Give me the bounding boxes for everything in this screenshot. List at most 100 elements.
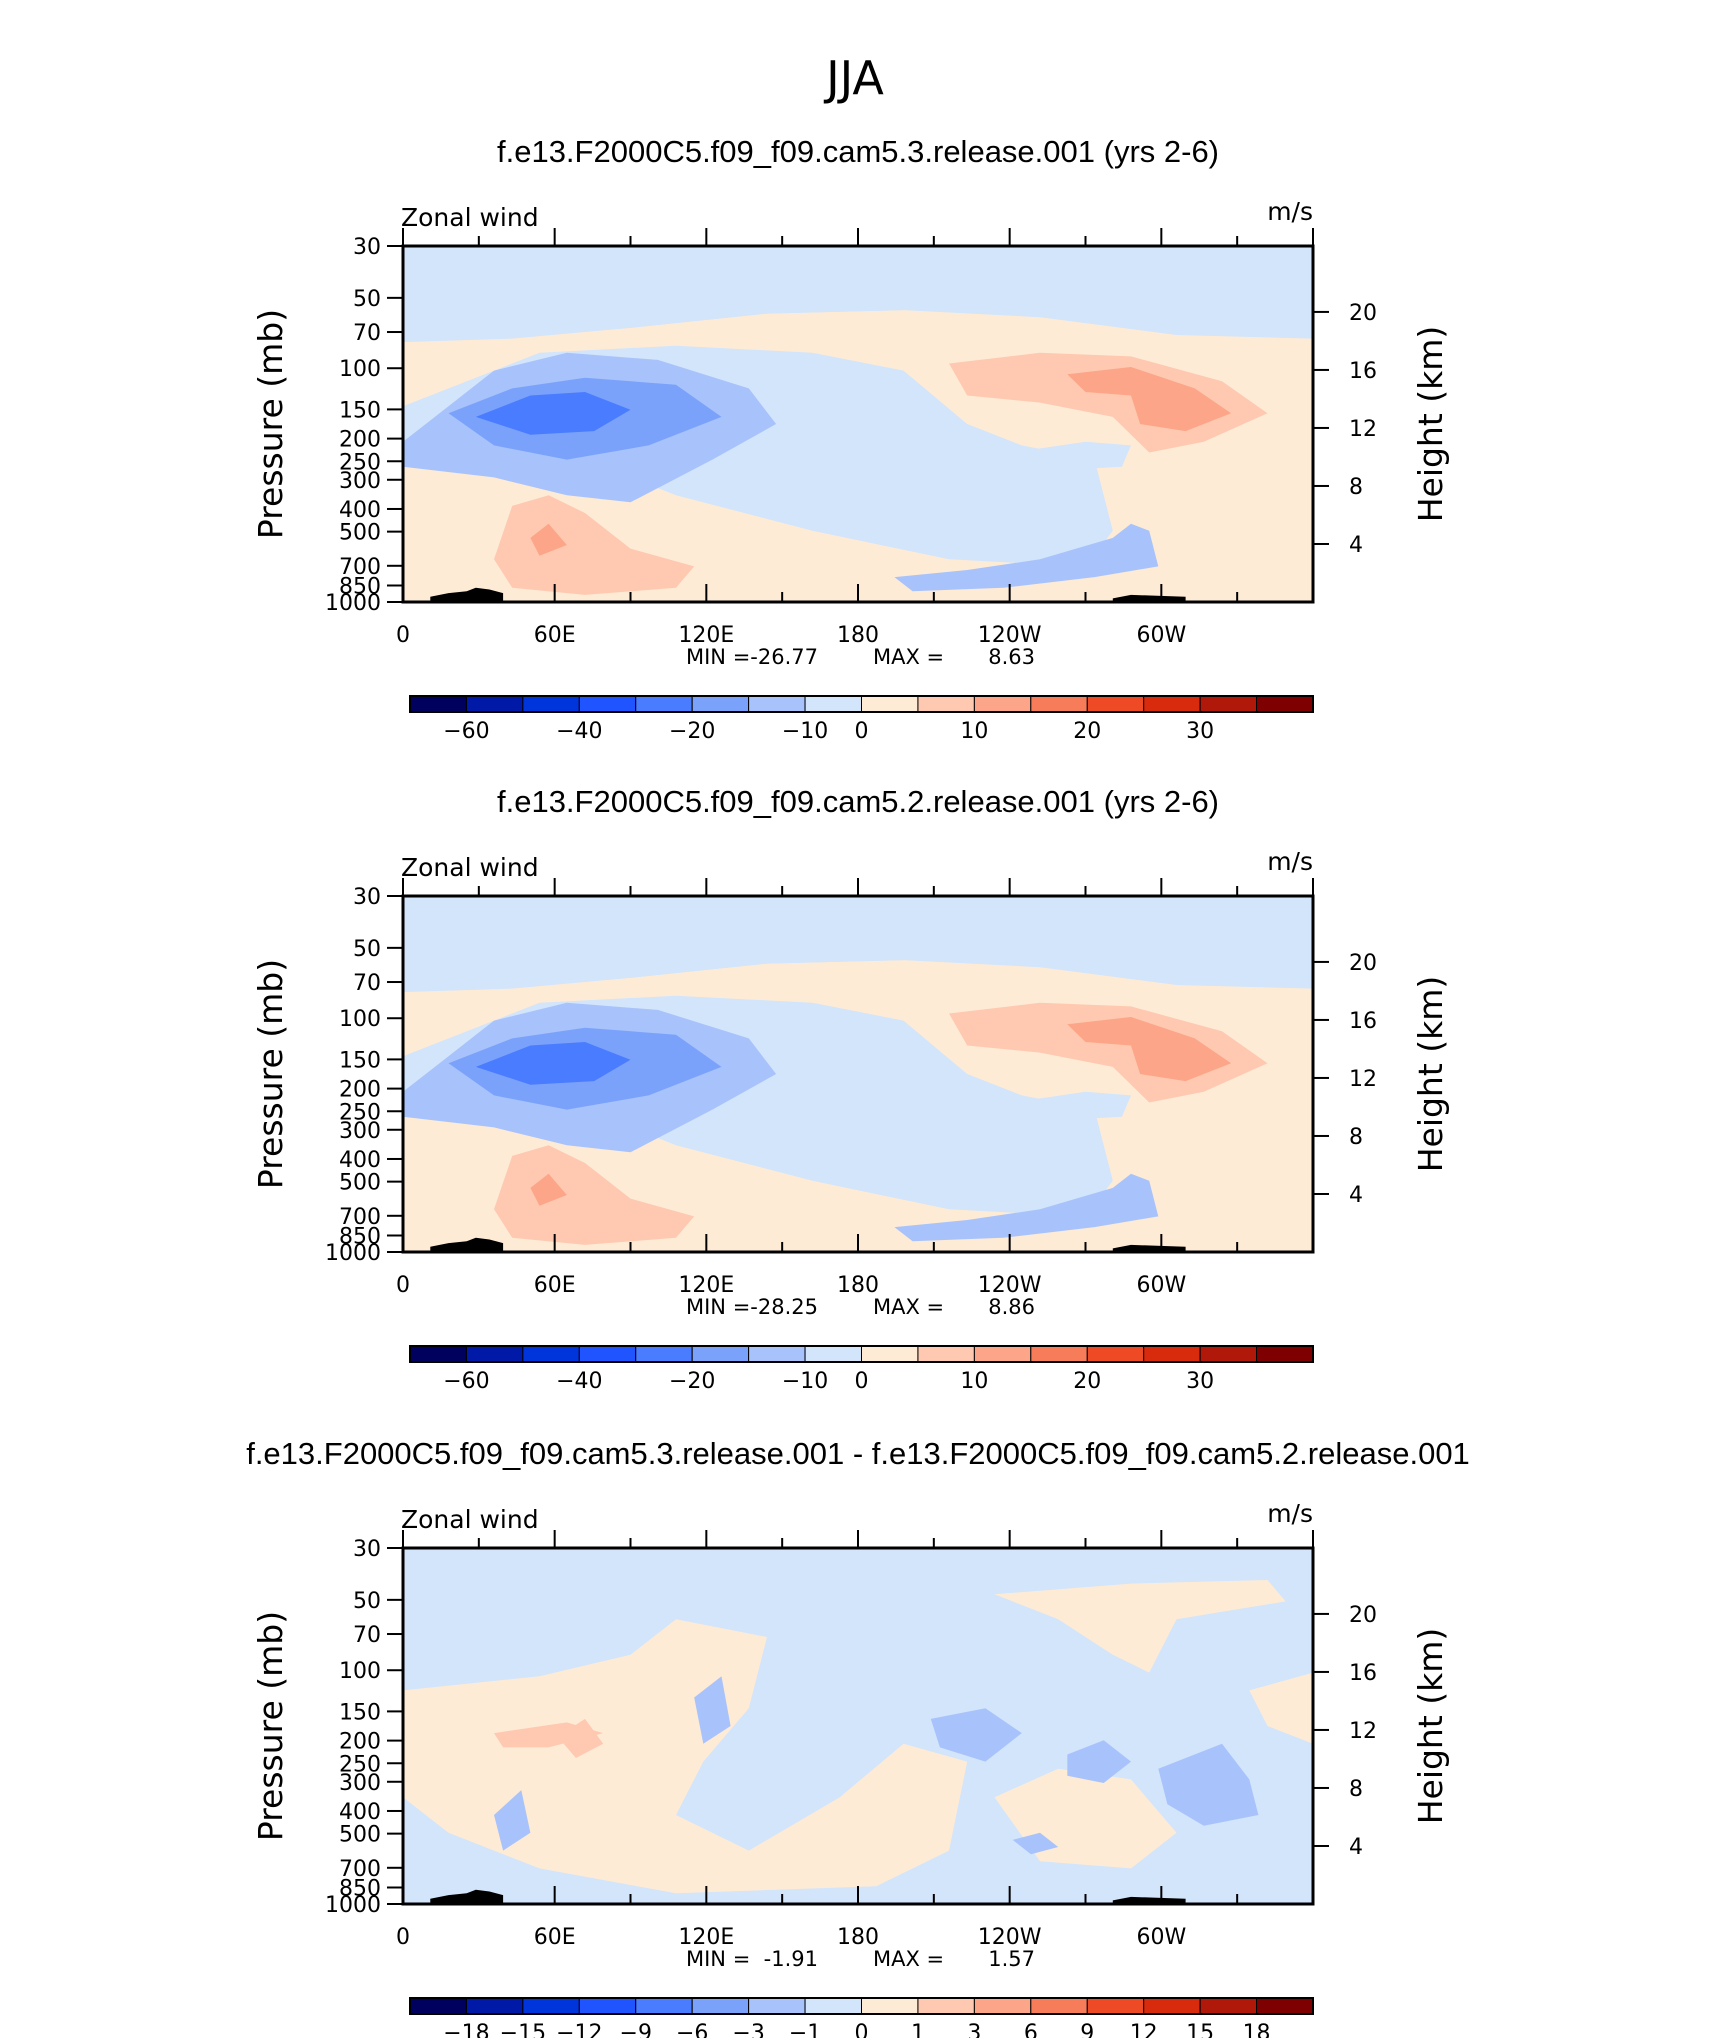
colorbar-swatch: [635, 1345, 693, 1363]
colorbar-swatch: [1030, 695, 1088, 713]
colorbar-swatch: [748, 1345, 806, 1363]
contour-region: [530, 1173, 567, 1206]
height-tick-label: 20: [1349, 951, 1377, 976]
lon-tick-label: 120E: [678, 623, 734, 648]
contour-region: [1067, 1740, 1131, 1783]
colorbar-label: −6: [676, 2021, 708, 2038]
colorbar-label: −18: [443, 2021, 489, 2038]
units-label: m/s: [1267, 1499, 1313, 1528]
colorbar-swatch: [465, 1997, 524, 2015]
colorbar-label: 30: [1186, 719, 1214, 744]
contour-region: [557, 1718, 604, 1758]
contour-region: [494, 1790, 531, 1851]
pressure-tick-label: 850: [339, 1877, 381, 1902]
colorbar-swatch: [973, 1345, 1032, 1363]
panel-1: f.e13.F2000C5.f09_f09.cam5.3.release.001…: [251, 134, 1450, 744]
colorbar-label: −12: [556, 2021, 602, 2038]
panels: f.e13.F2000C5.f09_f09.cam5.3.release.001…: [246, 134, 1470, 2038]
height-axis-title: Height (km): [1411, 1628, 1450, 1825]
colorbar-swatch: [1256, 1345, 1314, 1363]
colorbar-swatch: [409, 1345, 467, 1363]
pressure-tick-label: 200: [339, 428, 381, 453]
contour-region: [403, 246, 1313, 339]
lon-tick-label: 60E: [534, 1925, 576, 1950]
stat-max-label: MAX =: [873, 645, 944, 669]
colorbar-label: 10: [960, 719, 988, 744]
colorbar-label: 20: [1073, 1369, 1101, 1394]
stat-max-label: MAX =: [873, 1947, 944, 1971]
stat-min-label: MIN =: [686, 645, 750, 669]
contour-field: [403, 896, 1313, 1252]
variable-label: Zonal wind: [401, 853, 539, 882]
stat-max-value: 8.86: [988, 1295, 1035, 1319]
pressure-tick-label: 50: [353, 937, 381, 962]
lon-tick-label: 0: [396, 1925, 410, 1950]
pressure-tick-label: 150: [339, 1700, 381, 1725]
contour-region: [694, 1676, 731, 1744]
pressure-axis-title: Pressure (mb): [251, 309, 290, 539]
height-tick-label: 20: [1349, 301, 1377, 326]
colorbar-swatch: [973, 1997, 1032, 2015]
colorbar-swatch: [1256, 695, 1314, 713]
colorbar-swatch: [1086, 695, 1145, 713]
colorbar-swatch: [691, 1345, 750, 1363]
pressure-tick-label: 100: [339, 357, 381, 382]
pressure-tick-label: 500: [339, 1171, 381, 1196]
lon-tick-label: 120W: [978, 1925, 1042, 1950]
height-axis-title: Height (km): [1411, 976, 1450, 1173]
contour-region: [930, 1708, 1022, 1762]
colorbar-swatch: [804, 1345, 862, 1363]
colorbar-swatch: [1143, 695, 1201, 713]
panel-title: f.e13.F2000C5.f09_f09.cam5.2.release.001…: [497, 784, 1219, 819]
terrain: [430, 1237, 504, 1252]
height-tick-label: 8: [1349, 1125, 1363, 1150]
pressure-tick-label: 300: [339, 1771, 381, 1796]
colorbar-swatch: [973, 695, 1032, 713]
colorbar-swatch: [1199, 695, 1258, 713]
contour-region: [1067, 367, 1232, 432]
colorbar-swatch: [691, 1997, 750, 2015]
contour-region: [1067, 1017, 1232, 1082]
colorbar-label: −40: [556, 1369, 602, 1394]
lon-tick-label: 60W: [1136, 623, 1186, 648]
terrain: [1112, 1244, 1186, 1252]
variable-label: Zonal wind: [401, 203, 539, 232]
lon-tick-label: 120E: [678, 1925, 734, 1950]
colorbar-swatch: [409, 695, 467, 713]
contour-region: [403, 1619, 968, 1894]
colorbar-label: −3: [732, 2021, 764, 2038]
height-tick-label: 4: [1349, 1183, 1363, 1208]
colorbar-label: −10: [782, 1369, 828, 1394]
colorbar-label: −9: [620, 2021, 652, 2038]
pressure-tick-label: 250: [339, 1100, 381, 1125]
lon-tick-label: 60W: [1136, 1273, 1186, 1298]
stat-max-label: MAX =: [873, 1295, 944, 1319]
colorbar-label: 3: [967, 2021, 981, 2038]
figure-suptitle: JJA: [823, 51, 884, 105]
colorbar-label: −20: [669, 719, 715, 744]
colorbar-swatch: [1199, 1345, 1258, 1363]
contour-region: [994, 1580, 1286, 1673]
lon-tick-label: 180: [837, 1925, 879, 1950]
lon-tick-label: 180: [837, 623, 879, 648]
terrain: [430, 1889, 504, 1904]
pressure-tick-label: 70: [353, 971, 381, 996]
terrain: [1112, 594, 1186, 602]
colorbar-swatch: [1256, 1997, 1314, 2015]
units-label: m/s: [1267, 197, 1313, 226]
pressure-tick-label: 100: [339, 1007, 381, 1032]
pressure-axis-title: Pressure (mb): [251, 959, 290, 1189]
lon-tick-label: 0: [396, 623, 410, 648]
contour-region: [1158, 1743, 1259, 1826]
colorbar-label: 0: [855, 1369, 869, 1394]
pressure-tick-label: 850: [339, 1225, 381, 1250]
colorbar-swatch: [917, 695, 975, 713]
pressure-tick-label: 70: [353, 1623, 381, 1648]
panel-3: f.e13.F2000C5.f09_f09.cam5.3.release.001…: [246, 1436, 1470, 2038]
pressure-tick-label: 500: [339, 521, 381, 546]
pressure-tick-label: 400: [339, 498, 381, 523]
colorbar-label: −15: [500, 2021, 546, 2038]
height-tick-label: 20: [1349, 1603, 1377, 1628]
colorbar-label: 0: [855, 2021, 869, 2038]
pressure-tick-label: 1000: [325, 591, 381, 616]
